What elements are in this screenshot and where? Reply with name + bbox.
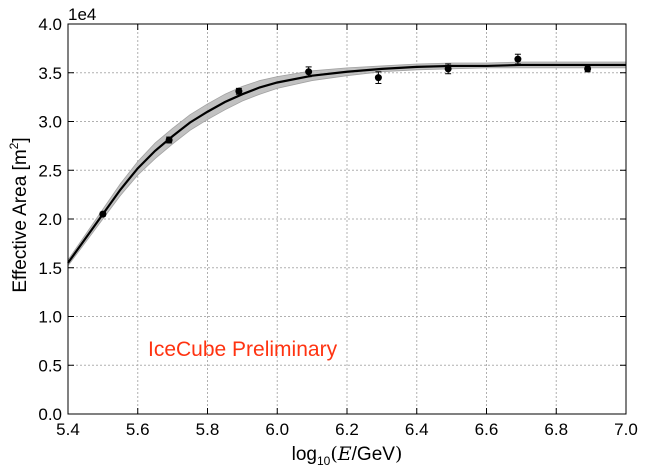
x-axis-label-variable: E (337, 443, 352, 465)
y-axis-label-text: Effective Area [m (10, 149, 31, 292)
data-points (99, 53, 592, 218)
x-axis-label-unit: /GeV (352, 444, 396, 465)
x-tick-label: 6.4 (405, 420, 429, 439)
y-tick-label: 2.5 (38, 161, 62, 180)
y-tick-label: 3.0 (38, 113, 62, 132)
icecube-preliminary-label: IceCube Preliminary (148, 338, 338, 361)
y-tick-label: 0.0 (38, 405, 62, 424)
x-tick-labels: 5.4 5.6 5.8 6.0 6.2 6.4 6.6 6.8 7.0 (56, 420, 638, 439)
fit-curve (67, 63, 626, 264)
data-point (99, 210, 107, 218)
y-tick-label: 4.0 (38, 15, 62, 34)
y-axis-label: Effective Area [m2] (7, 137, 31, 292)
data-point (374, 74, 382, 82)
x-tick-label: 6.2 (335, 420, 359, 439)
x-axis-label-prefix: log (292, 444, 317, 465)
y-tick-label: 2.0 (38, 210, 62, 229)
x-tick-label: 6.0 (265, 420, 289, 439)
data-point (235, 87, 243, 95)
x-tick-label: 5.6 (126, 420, 150, 439)
x-tick-label: 5.4 (56, 420, 80, 439)
y-axis-multiplier: 1e4 (68, 5, 96, 24)
x-tick-label: 7.0 (614, 420, 638, 439)
x-axis-label-open-paren: ( (330, 443, 337, 465)
data-point (444, 65, 452, 73)
x-tick-label: 5.8 (196, 420, 220, 439)
y-axis-label-sup: 2 (7, 142, 21, 149)
data-point (305, 68, 313, 76)
y-tick-label: 0.5 (38, 356, 62, 375)
x-tick-label: 6.6 (475, 420, 499, 439)
x-axis-label-close-paren: ) (395, 443, 402, 465)
data-point (584, 65, 592, 73)
y-axis-label-suffix: ] (10, 137, 31, 142)
x-tick-label: 6.8 (544, 420, 568, 439)
fit-line (67, 63, 626, 264)
y-tick-label: 1.5 (38, 259, 62, 278)
y-tick-label: 1.0 (38, 308, 62, 327)
data-point (514, 55, 522, 63)
y-tick-labels: 0.0 0.5 1.0 1.5 2.0 2.5 3.0 3.5 4.0 (38, 15, 62, 424)
data-point (165, 136, 173, 144)
y-tick-label: 3.5 (38, 64, 62, 83)
x-axis-label-subscript: 10 (317, 454, 331, 468)
x-axis-label: log10(E/GeV) (292, 443, 403, 468)
axis-ticks (67, 23, 627, 415)
